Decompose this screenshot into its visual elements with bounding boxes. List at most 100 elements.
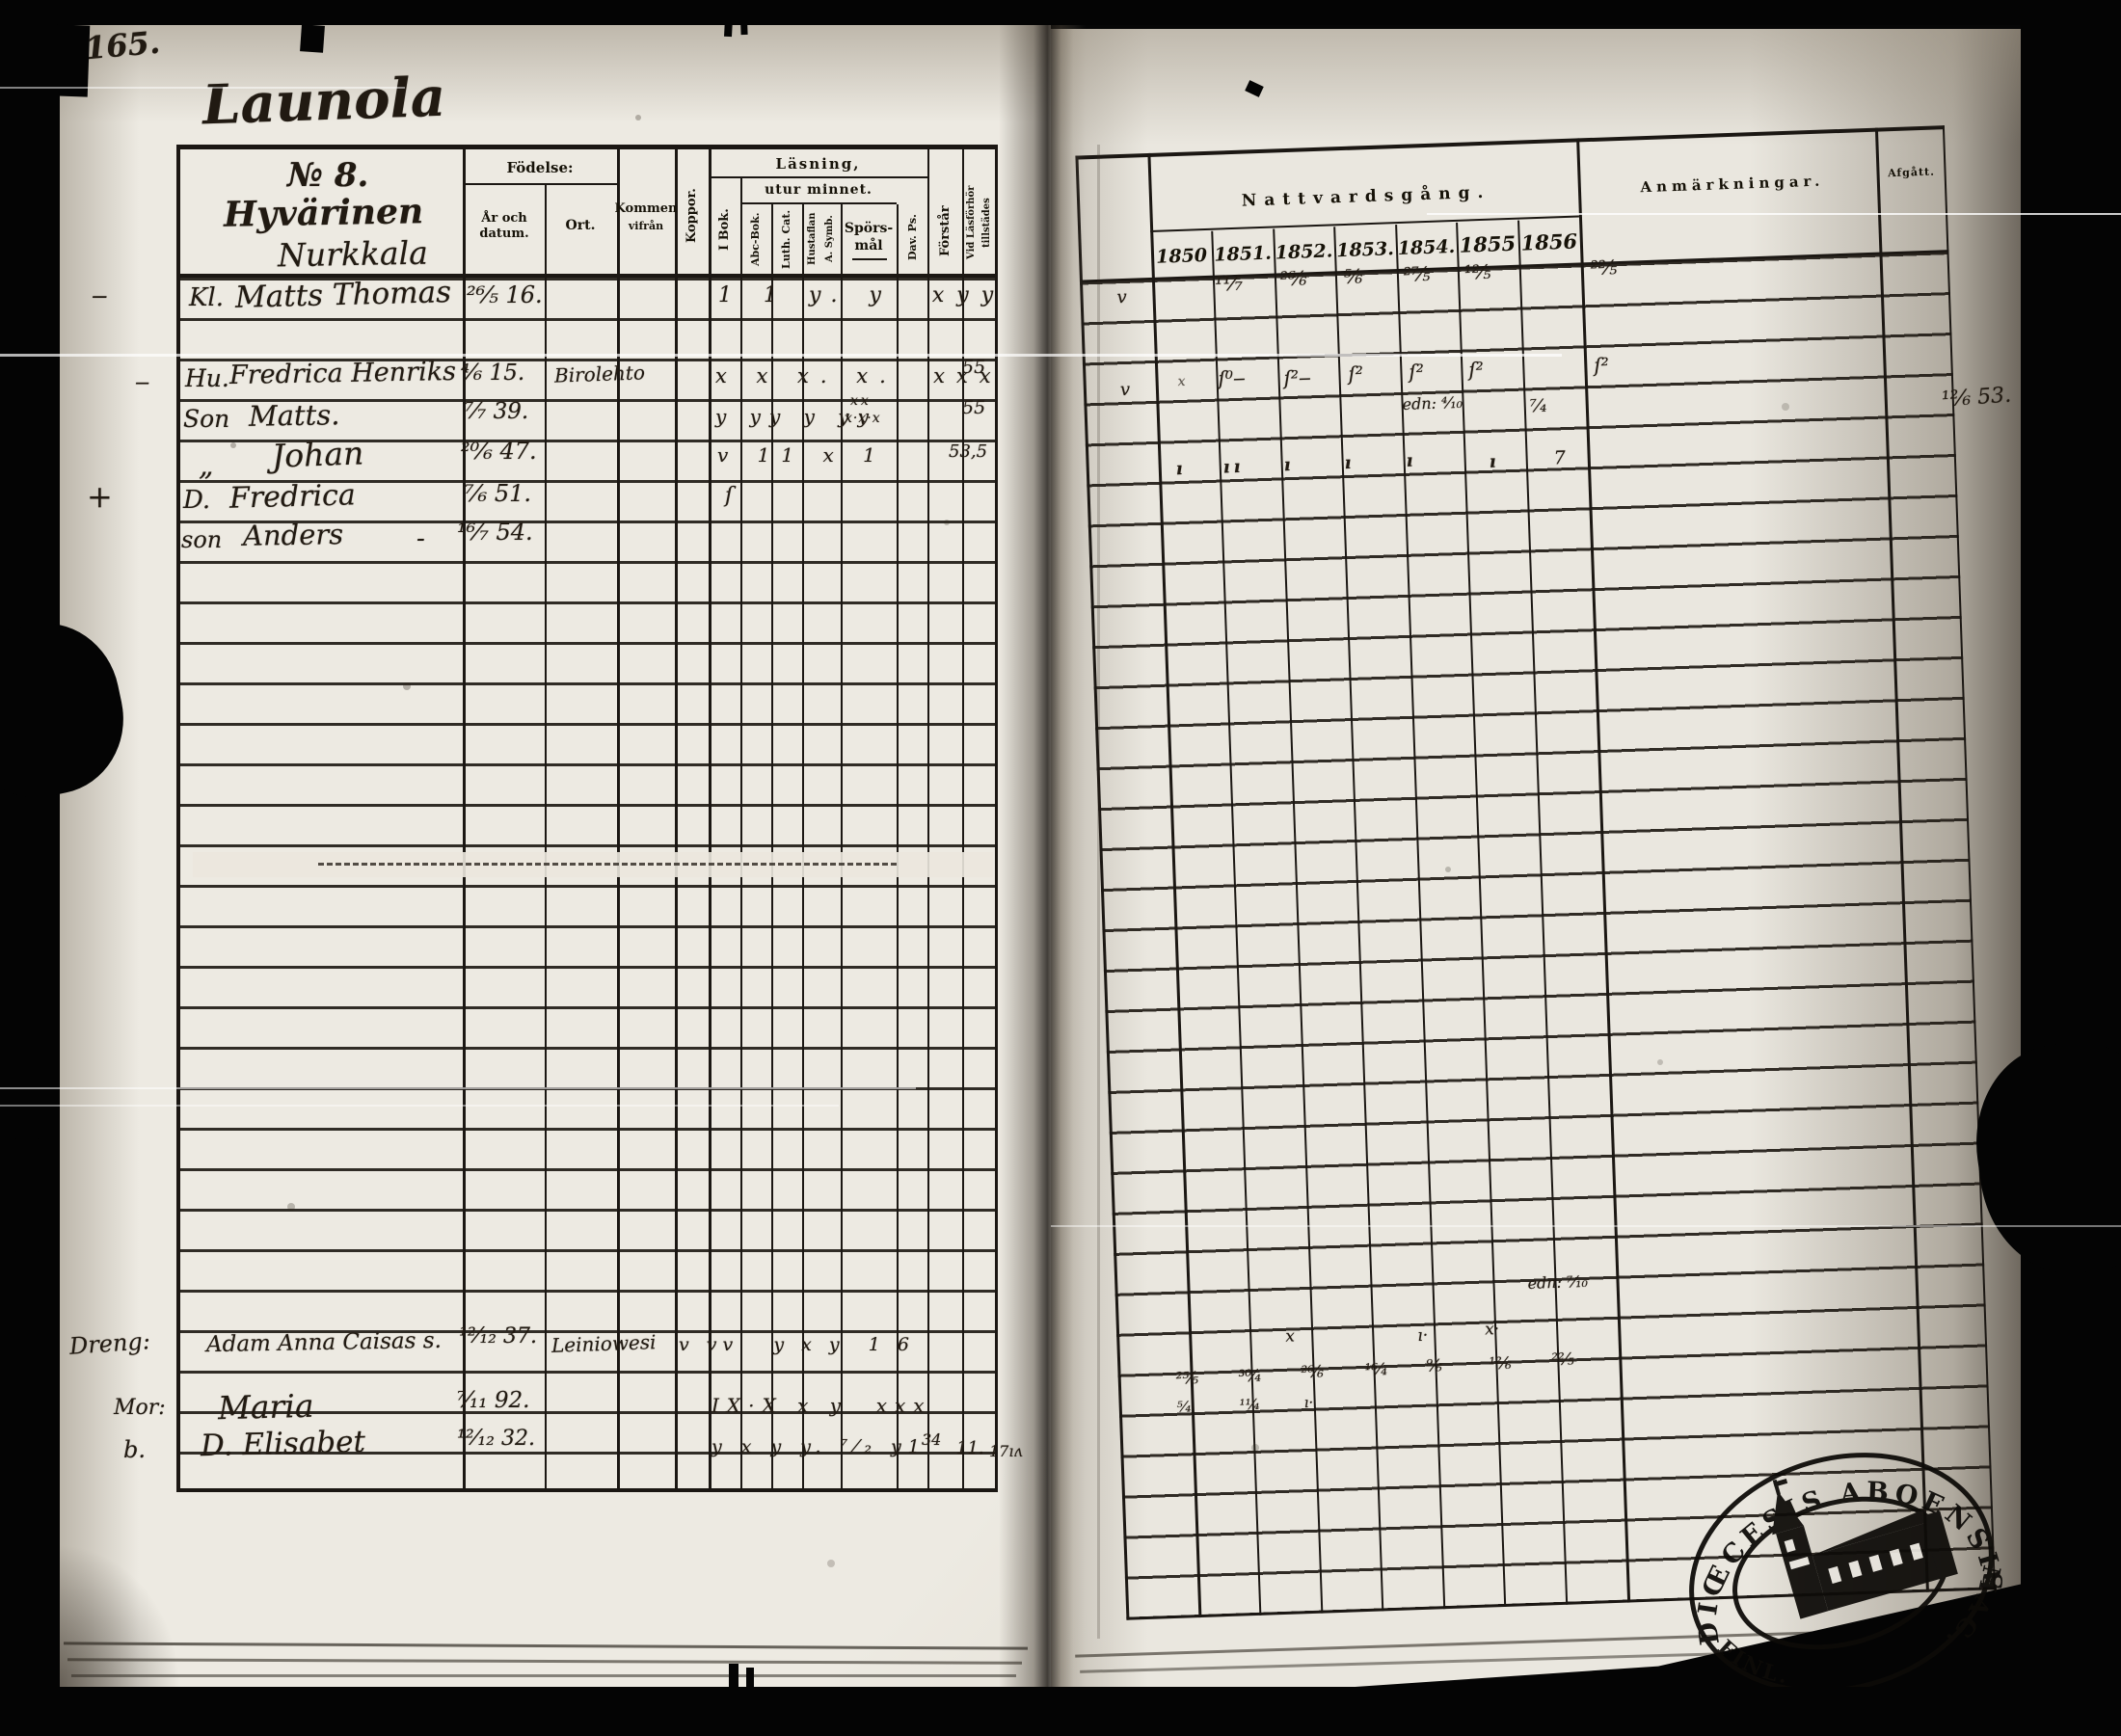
grid-line bbox=[675, 145, 678, 1492]
communion-date: ²²⁄₅ bbox=[1590, 255, 1618, 280]
grid-line bbox=[771, 204, 773, 1492]
grid-line bbox=[709, 145, 711, 1492]
binder-clip-left bbox=[300, 24, 325, 53]
entry-name: Fredrica Henriks bbox=[228, 356, 457, 391]
entry-prefix: Kl. bbox=[189, 283, 225, 312]
margin-label: Mor: bbox=[114, 1396, 166, 1420]
dashed-row-line bbox=[318, 863, 897, 866]
remarks-column-header: Anmärkningar. bbox=[1640, 172, 1825, 197]
grid-line bbox=[802, 204, 804, 1492]
table-row-lines bbox=[176, 278, 998, 1492]
entry-reading-marks: v 11 x 1 bbox=[717, 443, 887, 467]
entry-prefix: Hu. bbox=[185, 364, 229, 392]
col-header-arrived-2: vifrån bbox=[628, 219, 664, 232]
col-header-reading-group: Läsning, bbox=[775, 155, 861, 173]
col-header-attendance-1: Vid Läsförhör bbox=[965, 185, 977, 260]
stamp-church-image bbox=[1772, 1478, 1958, 1619]
photo-border-left bbox=[0, 0, 60, 1736]
communion-date: ²⁷⁄₅ bbox=[1403, 261, 1431, 286]
entry-reading-marks: IX·X x y xxx bbox=[711, 1394, 932, 1417]
communion-date: ²²⁄₅ bbox=[1550, 1349, 1574, 1371]
gutter-mark-bottom-1 bbox=[729, 1664, 738, 1693]
year-header-1850: 1850 bbox=[1155, 244, 1208, 268]
grid-line bbox=[176, 274, 998, 278]
col-header-smallpox: Koppor. bbox=[685, 188, 700, 244]
entry-name: Maria bbox=[217, 1386, 314, 1428]
page-title: Launola bbox=[201, 65, 447, 138]
grid-line bbox=[852, 258, 887, 260]
binder-clip-right bbox=[1198, 0, 1215, 23]
family-name: Hyvärinen bbox=[223, 191, 424, 235]
entry-birth-date: ⁷⁄₇ 39. bbox=[465, 399, 529, 424]
tick-mark: ı bbox=[1489, 451, 1496, 472]
page-fold-line bbox=[1097, 145, 1100, 1639]
house-number: № 8. bbox=[287, 156, 369, 195]
entry-name: Matts. bbox=[248, 398, 340, 433]
village-name: Nurkkala bbox=[277, 233, 429, 275]
page-edge-line bbox=[71, 1674, 1016, 1677]
col-header-arrived: Kommen bbox=[614, 200, 678, 216]
entry-birth-date: ¹⁶⁄₇ 54. bbox=[457, 519, 533, 546]
entry-reading-marks: ſ bbox=[725, 484, 734, 508]
scratch-line bbox=[1051, 1225, 2121, 1227]
binding-blob-left-lower bbox=[0, 1137, 54, 1253]
margin-mark: ‒ bbox=[92, 281, 108, 310]
entry-reading-marks: y yy y yy bbox=[715, 405, 877, 428]
communion-date: ⁷⁄₄ bbox=[1529, 395, 1547, 417]
communion-date: ſ² bbox=[1348, 361, 1364, 386]
communion-date: x bbox=[1284, 1326, 1296, 1347]
entry-birth-date: ¹²⁄₁₂ 32. bbox=[457, 1427, 535, 1451]
entry-birth-date: ²⁶⁄₅ 16. bbox=[467, 281, 543, 308]
col-header-birth-group: Födelse: bbox=[506, 159, 574, 176]
communion-date: ⁵⁄₆ bbox=[1343, 264, 1363, 288]
col-header-dav-ps: Dav. Ps. bbox=[906, 214, 920, 260]
col-header-birth-date: År och datum. bbox=[479, 210, 529, 241]
communion-date: x bbox=[1177, 373, 1186, 390]
departed-date: ¹²⁄₆ 53. bbox=[1941, 383, 2012, 413]
tick-mark: ı bbox=[1344, 452, 1352, 474]
entry-name: D. Elisabet bbox=[200, 1424, 366, 1464]
communion-date: ¹⁶⁄₄ bbox=[1364, 1360, 1388, 1380]
margin-label: b. bbox=[123, 1436, 146, 1463]
attendance-tick: v bbox=[1116, 286, 1128, 308]
col-header-in-book: I Bok. bbox=[717, 208, 733, 251]
col-header-attendance-2: tillstädes bbox=[980, 198, 992, 248]
entry-name: Adam Anna Caisas s. bbox=[205, 1327, 443, 1358]
margin-label: Dreng: bbox=[68, 1327, 151, 1360]
communion-date: edn: ⁷⁄₁₀ bbox=[1527, 1271, 1589, 1293]
entry-birth-date: ⁷⁄₆ 51. bbox=[465, 480, 532, 507]
entry-name: Anders bbox=[242, 518, 344, 552]
grid-line bbox=[176, 145, 998, 149]
grid-line bbox=[897, 204, 899, 1492]
communion-date: ⁹⁄₆ bbox=[1426, 1356, 1443, 1376]
entry-note: 55 bbox=[962, 397, 986, 418]
tick-mark: 7 bbox=[1553, 447, 1567, 469]
grid-line bbox=[927, 145, 929, 1492]
scratch-line bbox=[1427, 213, 2121, 215]
entry-prefix: D. bbox=[183, 486, 211, 515]
corner-shadow bbox=[58, 1484, 231, 1687]
communion-group-header: Nattvardsgång. bbox=[1241, 182, 1491, 211]
year-header-1853: 1853. bbox=[1335, 238, 1395, 262]
entry-birth-date: ¹²⁄₁₂ 37. bbox=[459, 1324, 537, 1349]
entry-reading-marks: x x x. x. xxx bbox=[715, 364, 1003, 387]
scratch-line bbox=[0, 1087, 916, 1089]
year-header-1851: 1851. bbox=[1213, 242, 1273, 266]
col-header-sporsmal: Spörs-mål bbox=[844, 220, 894, 254]
departed-column-header: Afgått. bbox=[1887, 165, 1936, 179]
communion-date: ſ² bbox=[1593, 353, 1610, 377]
communion-date: ¹²⁄₅ bbox=[1463, 259, 1491, 284]
grid-line bbox=[709, 176, 927, 178]
entry-dash: - bbox=[416, 524, 425, 553]
year-header-1856: 1856 bbox=[1520, 228, 1578, 255]
grid-line bbox=[841, 204, 843, 1492]
entry-prefix: „ bbox=[199, 449, 214, 483]
entry-birth-place: Leiniowesi bbox=[550, 1330, 657, 1357]
grid-line bbox=[740, 178, 742, 1492]
tick-mark: ı bbox=[1406, 450, 1413, 471]
entry-name: Fredrica bbox=[228, 478, 357, 516]
communion-date: ſ² bbox=[1467, 358, 1485, 382]
table-row-lines bbox=[1079, 252, 1996, 1618]
book-gutter-shadow bbox=[999, 23, 1086, 1687]
